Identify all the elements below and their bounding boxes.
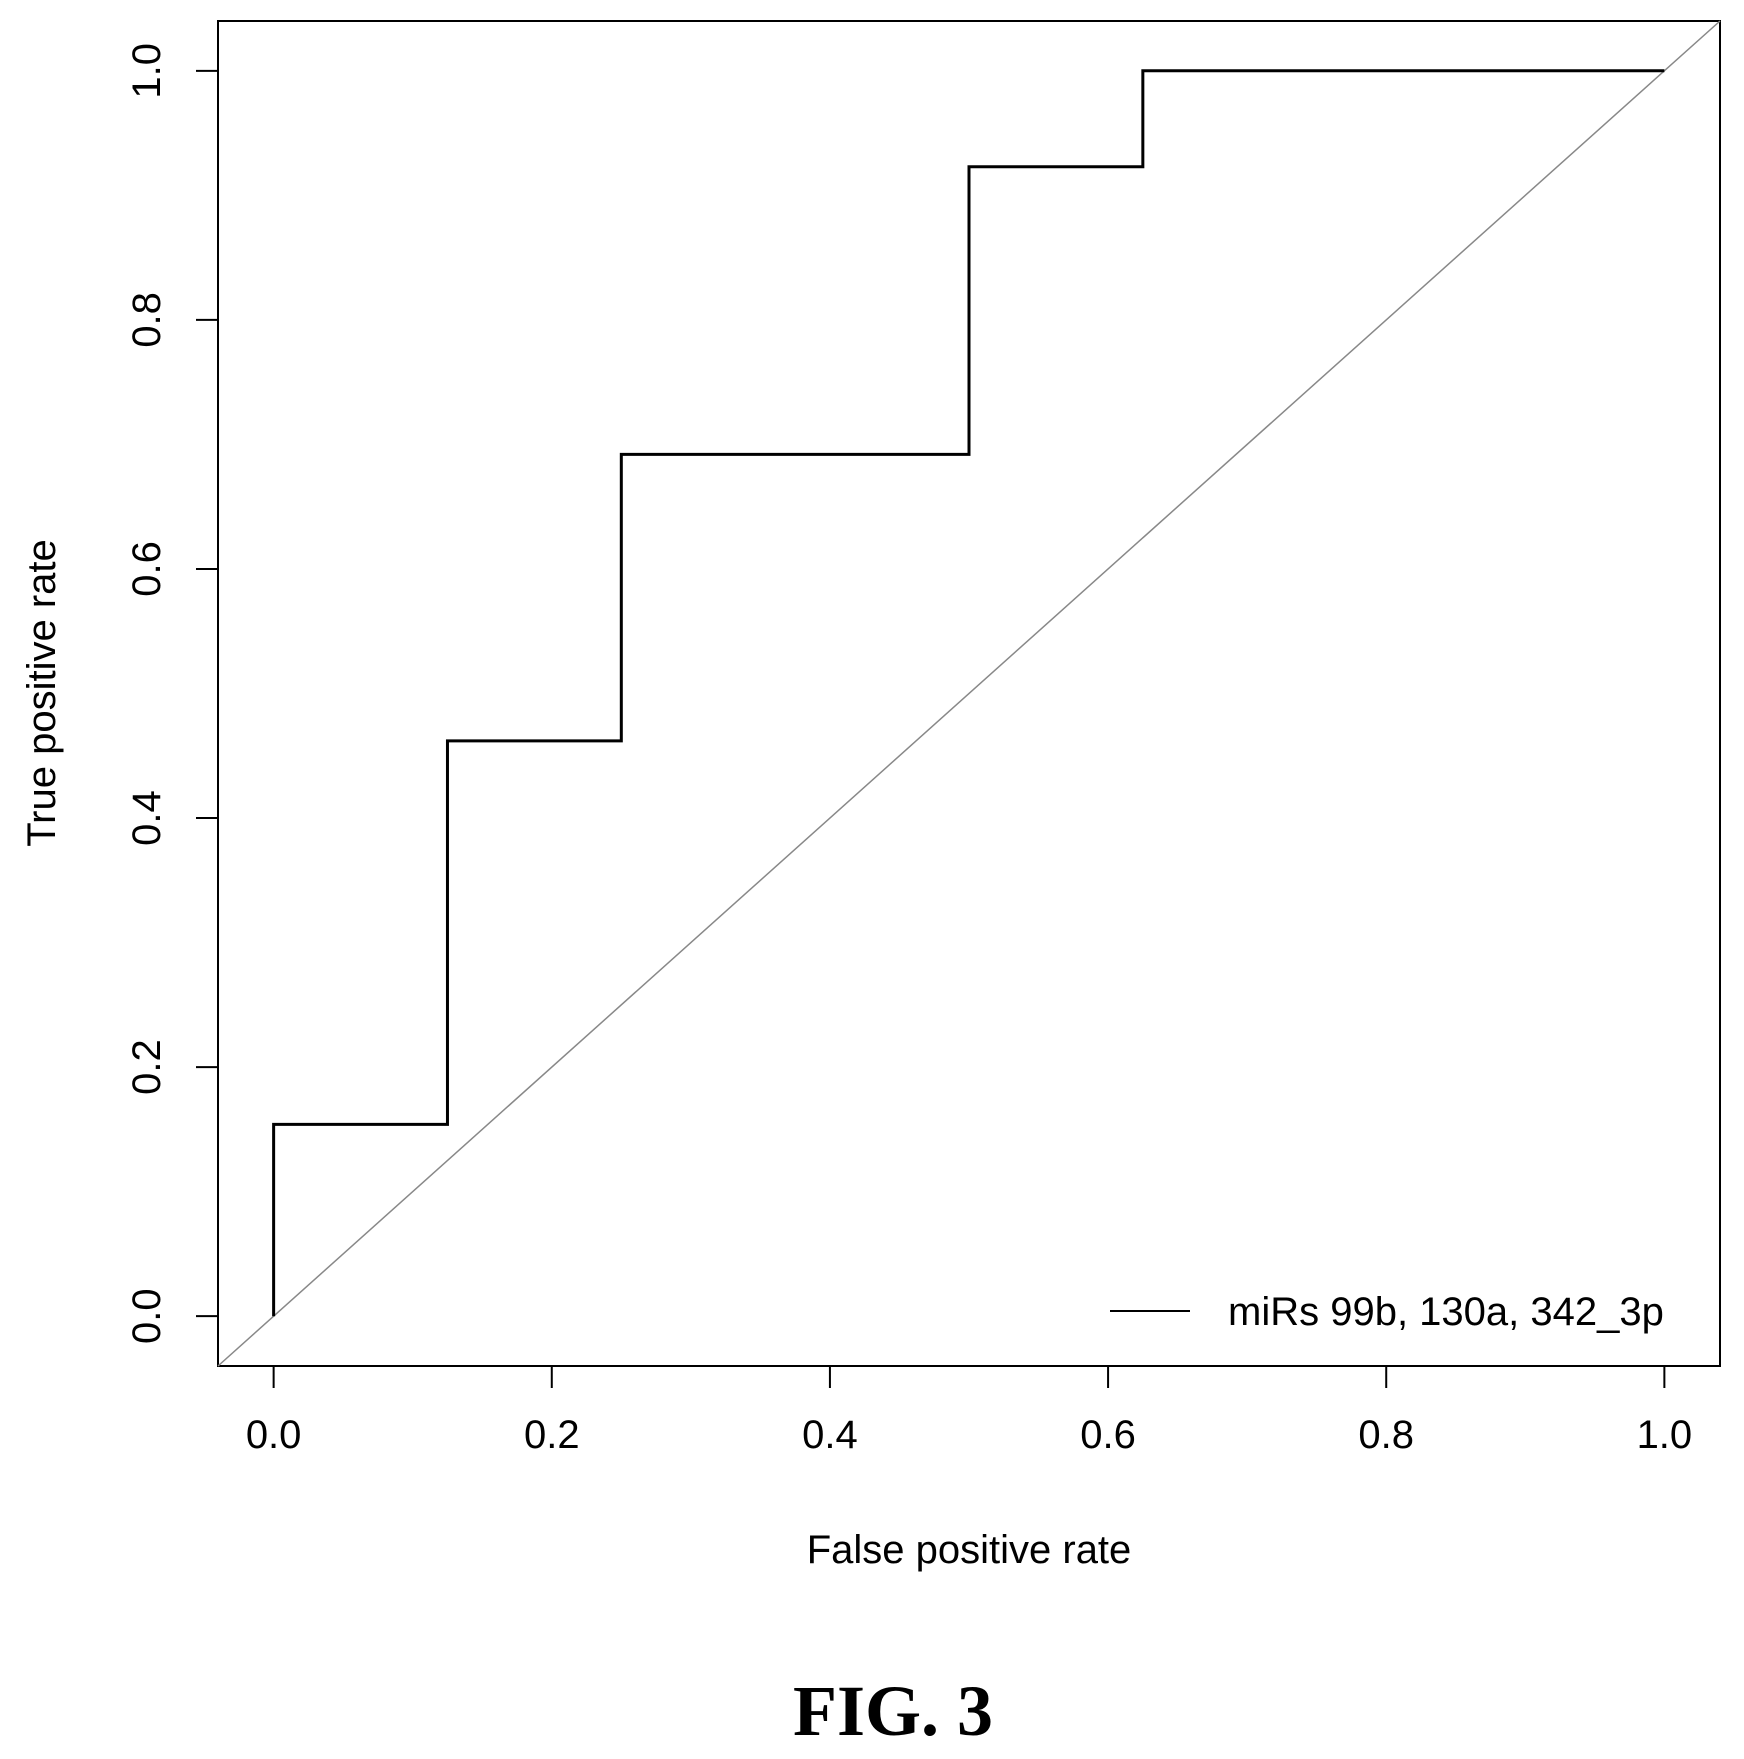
figure-caption: FIG. 3: [793, 1671, 993, 1751]
y-axis-title: True positive rate: [20, 539, 64, 847]
y-tick-label: 0.2: [125, 1039, 169, 1095]
y-tick-label: 0.4: [125, 790, 169, 846]
x-tick-label: 0.6: [1080, 1413, 1136, 1457]
y-tick-label: 1.0: [125, 43, 169, 99]
x-tick-label: 0.2: [524, 1413, 580, 1457]
x-tick-label: 0.8: [1358, 1413, 1414, 1457]
diagonal-reference-line: [217, 20, 1721, 1367]
legend-label: miRs 99b, 130a, 342_3p: [1228, 1290, 1664, 1334]
x-tick-label: 0.4: [802, 1413, 858, 1457]
x-tick-label: 1.0: [1637, 1413, 1693, 1457]
plot-frame: [217, 20, 1721, 1367]
y-tick-label: 0.6: [125, 541, 169, 597]
roc-curve-line: [272, 69, 1665, 1317]
y-tick-label: 0.8: [125, 292, 169, 348]
x-tick-label: 0.0: [246, 1413, 302, 1457]
y-axis-ticks: 0.0 0.2 0.4 0.6 0.8 1.0: [125, 43, 218, 1344]
x-axis-ticks: 0.0 0.2 0.4 0.6 0.8 1.0: [246, 1366, 1692, 1457]
x-axis-title: False positive rate: [807, 1528, 1132, 1572]
legend: miRs 99b, 130a, 342_3p: [1110, 1290, 1664, 1334]
y-tick-label: 0.0: [125, 1288, 169, 1344]
